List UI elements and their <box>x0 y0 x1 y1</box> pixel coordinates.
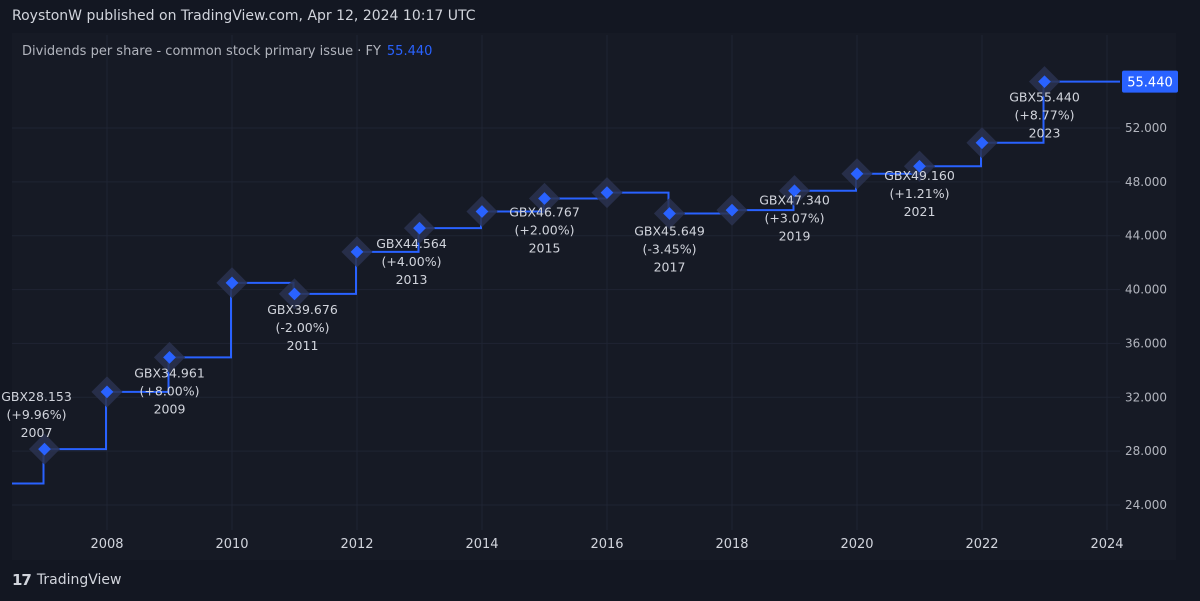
y-tick-label: 24.000 <box>1125 498 1167 512</box>
data-point-marker <box>475 205 489 218</box>
data-annotation: 2013 <box>396 272 428 287</box>
y-tick-label: 48.000 <box>1125 175 1167 189</box>
series-legend: Dividends per share - common stock prima… <box>22 44 432 59</box>
footer-brand[interactable]: 17 TradingView <box>12 571 121 589</box>
data-point-marker <box>288 287 301 301</box>
data-annotation: (+1.21%) <box>890 186 950 201</box>
data-annotation: GBX55.440 <box>1009 90 1080 105</box>
data-annotation: (-2.00%) <box>276 320 330 335</box>
data-point-marker <box>38 442 51 456</box>
data-annotation: 2007 <box>21 425 53 440</box>
data-annotation: (+8.77%) <box>1015 108 1075 123</box>
data-annotation: GBX45.649 <box>634 224 705 239</box>
data-annotation: 2019 <box>779 229 811 244</box>
legend-label: Dividends per share - common stock prima… <box>22 44 381 59</box>
data-annotation: GBX47.340 <box>759 193 830 208</box>
y-tick-label: 44.000 <box>1125 229 1167 243</box>
data-annotation: GBX49.160 <box>884 168 955 183</box>
data-point-marker <box>225 276 239 290</box>
data-annotation: GBX34.961 <box>134 365 205 380</box>
data-annotation: (+3.07%) <box>765 211 825 226</box>
x-tick-label: 2014 <box>465 537 498 552</box>
x-tick-label: 2012 <box>340 537 373 552</box>
x-tick-label: 2018 <box>715 537 748 552</box>
data-annotation: GBX39.676 <box>267 302 338 317</box>
data-annotation: 2011 <box>287 338 319 353</box>
data-annotation: (-3.45%) <box>643 242 697 257</box>
data-annotation: 2023 <box>1029 126 1061 141</box>
last-value-label: 55.440 <box>1127 76 1173 91</box>
data-point-marker <box>350 245 364 259</box>
y-tick-label: 52.000 <box>1125 121 1167 135</box>
x-tick-label: 2008 <box>90 537 123 552</box>
x-tick-label: 2022 <box>965 537 998 552</box>
y-tick-label: 36.000 <box>1125 336 1167 350</box>
data-annotation: (+4.00%) <box>382 254 442 269</box>
x-tick-label: 2020 <box>840 537 873 552</box>
data-annotation: 2015 <box>529 240 561 255</box>
data-point-marker <box>163 351 176 364</box>
data-point-marker <box>100 385 114 399</box>
brand-name: TradingView <box>36 572 122 588</box>
last-value-badge <box>1122 70 1178 93</box>
data-annotation: (+8.00%) <box>140 383 200 398</box>
data-annotation: (+9.96%) <box>7 407 67 422</box>
x-tick-label: 2024 <box>1090 537 1123 552</box>
data-point-marker <box>413 221 426 235</box>
x-tick-label: 2010 <box>215 537 248 552</box>
data-annotation: 2021 <box>904 204 936 219</box>
data-annotation: 2017 <box>654 260 686 275</box>
x-tick-label: 2016 <box>590 537 623 552</box>
data-annotation: (+2.00%) <box>515 222 575 237</box>
y-tick-label: 40.000 <box>1125 283 1167 297</box>
data-annotation: GBX44.564 <box>376 236 447 251</box>
data-annotation: GBX28.153 <box>1 389 72 404</box>
tradingview-logo-icon: 17 <box>12 571 32 589</box>
data-annotation: 2009 <box>154 401 186 416</box>
dividend-step-line <box>12 80 1120 485</box>
publisher-header: RoystonW published on TradingView.com, A… <box>12 8 476 24</box>
data-annotation: GBX46.767 <box>509 204 580 219</box>
legend-value: 55.440 <box>386 44 433 59</box>
y-tick-label: 32.000 <box>1125 390 1167 404</box>
y-tick-label: 28.000 <box>1125 444 1167 458</box>
